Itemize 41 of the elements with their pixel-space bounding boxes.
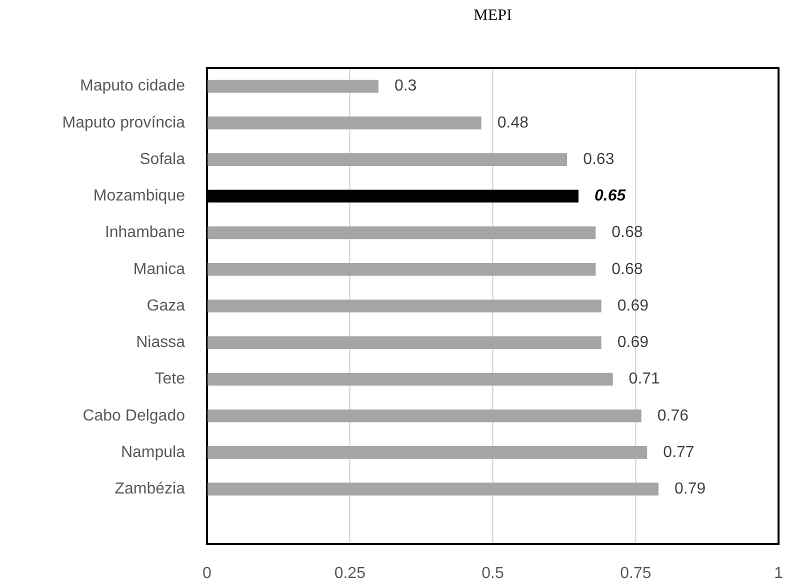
y-tick-label: Manica [133,260,186,278]
data-label: 0.68 [612,260,643,278]
data-label: 0.69 [617,297,649,314]
bar [208,153,568,166]
bar [208,80,378,93]
bar [208,116,482,130]
x-tick-label: 0.75 [620,565,652,582]
data-label: 0.68 [612,224,643,242]
y-tick-label: Nampula [120,444,186,461]
y-tick-label: Zambézia [114,480,186,498]
y-tick-label: Maputo cidade [80,78,186,95]
data-label: 0.79 [674,480,706,498]
y-tick-label: Tete [154,370,186,388]
x-tick-label: 0.5 [482,565,504,582]
y-tick-label: Maputo província [62,114,186,132]
y-tick-label: Sofala [140,150,186,168]
data-label: 0.3 [394,78,417,95]
bar [208,300,602,312]
data-label: 0.76 [657,407,689,424]
bar [208,446,648,459]
bar [208,409,642,422]
y-tick-label: Gaza [146,297,186,314]
bar [208,336,602,350]
data-label: 0.63 [583,150,614,168]
bar [208,372,613,386]
x-tick-label: 0 [202,565,212,582]
data-label: 0.48 [497,114,529,132]
x-tick-label: 0.25 [334,565,366,582]
data-label: 0.65 [594,188,627,205]
y-tick-label: Niassa [136,334,186,352]
data-label: 0.77 [663,444,694,461]
chart-title: MEPI [474,7,512,24]
y-tick-label: Inhambane [104,224,186,242]
y-tick-label: Mozambique [93,188,186,205]
y-tick-label: Cabo Delgado [82,407,186,424]
bar [208,262,596,276]
bar [208,226,596,240]
data-label: 0.71 [628,370,660,388]
x-tick-label: 1 [774,565,784,582]
bar [208,482,659,496]
data-label: 0.69 [617,334,649,352]
